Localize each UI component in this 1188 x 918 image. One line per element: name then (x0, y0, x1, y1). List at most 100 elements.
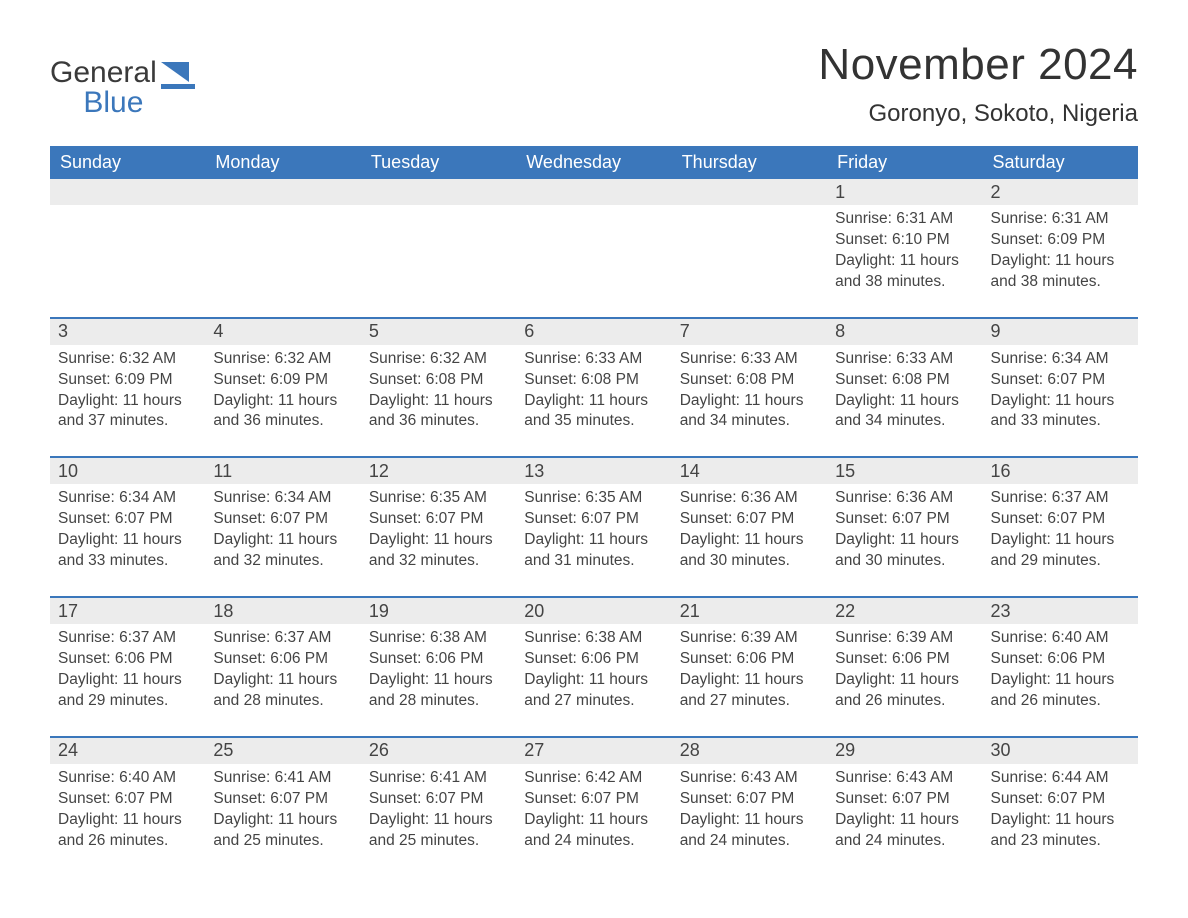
day-of-week-row: SundayMondayTuesdayWednesdayThursdayFrid… (50, 146, 1138, 179)
day-number: 28 (672, 738, 827, 764)
sunset-line: Sunset: 6:07 PM (58, 509, 197, 530)
sunrise-line: Sunrise: 6:43 AM (680, 768, 819, 789)
sunset-line: Sunset: 6:08 PM (524, 370, 663, 391)
sunrise-line: Sunrise: 6:42 AM (524, 768, 663, 789)
daylight-line: Daylight: 11 hours and 34 minutes. (835, 391, 974, 433)
sunrise-line: Sunrise: 6:43 AM (835, 768, 974, 789)
day-detail: Sunrise: 6:35 AMSunset: 6:07 PMDaylight:… (361, 484, 516, 597)
empty-day (516, 179, 671, 205)
daylight-line: Daylight: 11 hours and 26 minutes. (58, 810, 197, 852)
sunrise-line: Sunrise: 6:32 AM (213, 349, 352, 370)
daylight-line: Daylight: 11 hours and 38 minutes. (991, 251, 1130, 293)
sunrise-line: Sunrise: 6:33 AM (835, 349, 974, 370)
daylight-line: Daylight: 11 hours and 32 minutes. (369, 530, 508, 572)
detail-row: Sunrise: 6:34 AMSunset: 6:07 PMDaylight:… (50, 484, 1138, 597)
detail-row: Sunrise: 6:31 AMSunset: 6:10 PMDaylight:… (50, 205, 1138, 318)
sunset-line: Sunset: 6:07 PM (835, 789, 974, 810)
sunset-line: Sunset: 6:07 PM (991, 789, 1130, 810)
dow-tuesday: Tuesday (361, 146, 516, 179)
day-number: 27 (516, 738, 671, 764)
title-block: November 2024 Goronyo, Sokoto, Nigeria (818, 40, 1138, 128)
sunrise-line: Sunrise: 6:35 AM (369, 488, 508, 509)
day-detail: Sunrise: 6:41 AMSunset: 6:07 PMDaylight:… (361, 764, 516, 860)
daylight-line: Daylight: 11 hours and 31 minutes. (524, 530, 663, 572)
sunrise-line: Sunrise: 6:33 AM (524, 349, 663, 370)
day-number: 15 (827, 458, 982, 484)
sunset-line: Sunset: 6:07 PM (991, 509, 1130, 530)
daylight-line: Daylight: 11 hours and 23 minutes. (991, 810, 1130, 852)
daynum-row: 17181920212223 (50, 598, 1138, 624)
sunrise-line: Sunrise: 6:37 AM (991, 488, 1130, 509)
day-detail: Sunrise: 6:43 AMSunset: 6:07 PMDaylight:… (827, 764, 982, 860)
day-detail: Sunrise: 6:38 AMSunset: 6:06 PMDaylight:… (361, 624, 516, 737)
daylight-line: Daylight: 11 hours and 27 minutes. (680, 670, 819, 712)
day-number: 23 (983, 598, 1138, 624)
month-title: November 2024 (818, 40, 1138, 90)
day-number: 29 (827, 738, 982, 764)
sunset-line: Sunset: 6:08 PM (369, 370, 508, 391)
day-detail: Sunrise: 6:38 AMSunset: 6:06 PMDaylight:… (516, 624, 671, 737)
sunset-line: Sunset: 6:09 PM (213, 370, 352, 391)
logo-sail-icon (161, 62, 195, 90)
daynum-row: 3456789 (50, 319, 1138, 345)
sunrise-line: Sunrise: 6:37 AM (213, 628, 352, 649)
sunrise-line: Sunrise: 6:41 AM (369, 768, 508, 789)
sunset-line: Sunset: 6:07 PM (369, 509, 508, 530)
day-detail: Sunrise: 6:36 AMSunset: 6:07 PMDaylight:… (827, 484, 982, 597)
day-number: 21 (672, 598, 827, 624)
daynum-row: 24252627282930 (50, 738, 1138, 764)
empty-day (50, 179, 205, 205)
sunset-line: Sunset: 6:08 PM (680, 370, 819, 391)
day-detail: Sunrise: 6:33 AMSunset: 6:08 PMDaylight:… (516, 345, 671, 458)
daylight-line: Daylight: 11 hours and 33 minutes. (58, 530, 197, 572)
day-detail: Sunrise: 6:35 AMSunset: 6:07 PMDaylight:… (516, 484, 671, 597)
daylight-line: Daylight: 11 hours and 28 minutes. (213, 670, 352, 712)
day-number: 11 (205, 458, 360, 484)
daylight-line: Daylight: 11 hours and 37 minutes. (58, 391, 197, 433)
location: Goronyo, Sokoto, Nigeria (818, 100, 1138, 128)
day-detail: Sunrise: 6:33 AMSunset: 6:08 PMDaylight:… (672, 345, 827, 458)
sunrise-line: Sunrise: 6:35 AM (524, 488, 663, 509)
day-detail: Sunrise: 6:37 AMSunset: 6:07 PMDaylight:… (983, 484, 1138, 597)
day-detail: Sunrise: 6:33 AMSunset: 6:08 PMDaylight:… (827, 345, 982, 458)
day-detail: Sunrise: 6:32 AMSunset: 6:09 PMDaylight:… (205, 345, 360, 458)
daylight-line: Daylight: 11 hours and 24 minutes. (835, 810, 974, 852)
dow-friday: Friday (827, 146, 982, 179)
sunrise-line: Sunrise: 6:32 AM (58, 349, 197, 370)
sunrise-line: Sunrise: 6:32 AM (369, 349, 508, 370)
day-number: 3 (50, 319, 205, 345)
sunset-line: Sunset: 6:06 PM (369, 649, 508, 670)
sunset-line: Sunset: 6:06 PM (835, 649, 974, 670)
daylight-line: Daylight: 11 hours and 32 minutes. (213, 530, 352, 572)
day-detail: Sunrise: 6:36 AMSunset: 6:07 PMDaylight:… (672, 484, 827, 597)
day-detail: Sunrise: 6:34 AMSunset: 6:07 PMDaylight:… (983, 345, 1138, 458)
sunrise-line: Sunrise: 6:34 AM (991, 349, 1130, 370)
daylight-line: Daylight: 11 hours and 30 minutes. (835, 530, 974, 572)
day-detail: Sunrise: 6:32 AMSunset: 6:09 PMDaylight:… (50, 345, 205, 458)
day-number: 20 (516, 598, 671, 624)
day-detail: Sunrise: 6:42 AMSunset: 6:07 PMDaylight:… (516, 764, 671, 860)
sunset-line: Sunset: 6:07 PM (680, 789, 819, 810)
day-number: 8 (827, 319, 982, 345)
empty-detail (516, 205, 671, 318)
day-number: 26 (361, 738, 516, 764)
day-number: 2 (983, 179, 1138, 205)
sunrise-line: Sunrise: 6:40 AM (58, 768, 197, 789)
day-detail: Sunrise: 6:34 AMSunset: 6:07 PMDaylight:… (205, 484, 360, 597)
sunset-line: Sunset: 6:07 PM (835, 509, 974, 530)
sunrise-line: Sunrise: 6:39 AM (835, 628, 974, 649)
sunset-line: Sunset: 6:07 PM (680, 509, 819, 530)
day-number: 22 (827, 598, 982, 624)
empty-day (205, 179, 360, 205)
day-detail: Sunrise: 6:31 AMSunset: 6:10 PMDaylight:… (827, 205, 982, 318)
logo-text: General Blue (50, 58, 157, 118)
sunset-line: Sunset: 6:07 PM (369, 789, 508, 810)
day-detail: Sunrise: 6:39 AMSunset: 6:06 PMDaylight:… (672, 624, 827, 737)
dow-monday: Monday (205, 146, 360, 179)
sunrise-line: Sunrise: 6:36 AM (835, 488, 974, 509)
sunset-line: Sunset: 6:07 PM (213, 789, 352, 810)
detail-row: Sunrise: 6:32 AMSunset: 6:09 PMDaylight:… (50, 345, 1138, 458)
day-detail: Sunrise: 6:37 AMSunset: 6:06 PMDaylight:… (50, 624, 205, 737)
empty-day (361, 179, 516, 205)
daylight-line: Daylight: 11 hours and 27 minutes. (524, 670, 663, 712)
